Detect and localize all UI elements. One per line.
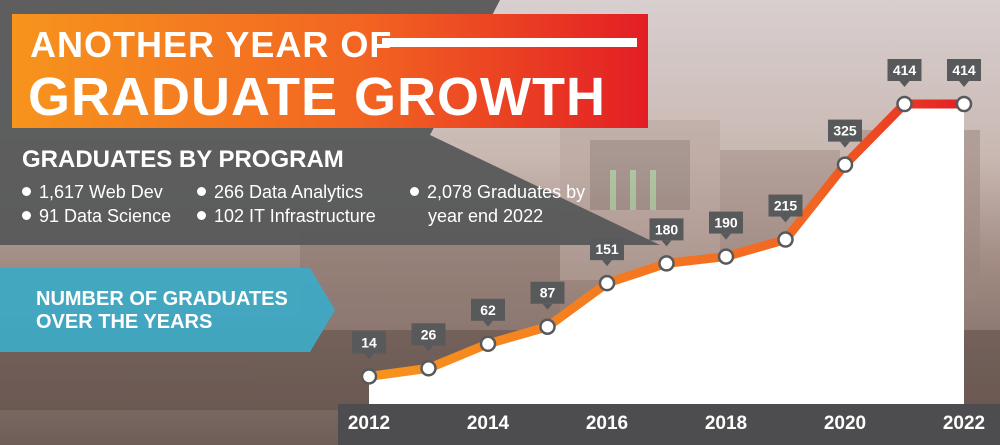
data-label-pointer <box>364 353 374 360</box>
data-label-text: 180 <box>655 221 679 237</box>
bullet-icon <box>197 210 206 220</box>
bullet-icon <box>22 210 31 220</box>
program-item: 2,078 Graduates by <box>410 182 585 203</box>
data-label-text: 26 <box>421 326 437 342</box>
data-label-pointer <box>721 233 731 240</box>
data-label-text: 190 <box>714 215 738 231</box>
program-item: 266 Data Analytics <box>197 182 363 203</box>
x-axis-ticks: 2012 2014 2016 2018 2020 2022 <box>348 413 985 434</box>
program-item: 102 IT Infrastructure <box>197 206 376 227</box>
data-label-box <box>411 323 446 346</box>
series-labels: 14 26 62 87 151 180 190 215 325 414 414 <box>352 59 981 360</box>
programs-heading: GRADUATES BY PROGRAM <box>22 146 344 173</box>
x-axis-bar <box>338 404 1000 445</box>
data-label-2020: 325 <box>828 119 862 148</box>
data-label-box <box>649 218 684 241</box>
data-label-2017: 180 <box>649 218 684 247</box>
data-label-text: 325 <box>833 123 857 139</box>
callout-arrow <box>0 268 335 352</box>
data-label-pointer <box>899 81 910 87</box>
data-label-2014: 62 <box>471 298 505 327</box>
series-points <box>360 95 973 385</box>
data-label-2013: 26 <box>411 323 446 352</box>
data-label-text: 414 <box>952 62 976 78</box>
data-label-box <box>768 194 803 217</box>
title-line-2: GRADUATE GROWTH <box>28 67 606 127</box>
data-point-2015 <box>539 318 556 335</box>
data-label-pointer <box>661 240 672 247</box>
data-point-2019 <box>777 231 794 248</box>
data-label-2018: 190 <box>709 211 743 240</box>
x-tick-2022: 2022 <box>943 413 985 434</box>
data-label-pointer <box>423 345 434 352</box>
bullet-icon <box>410 186 419 196</box>
data-label-text: 62 <box>480 302 496 318</box>
title-decoration-bar <box>382 38 637 47</box>
data-point-2021 <box>896 95 913 113</box>
x-tick-2016: 2016 <box>586 413 628 434</box>
program-item: 1,617 Web Dev <box>22 182 163 203</box>
data-point-2014 <box>479 335 497 353</box>
data-label-box <box>947 59 981 81</box>
data-label-text: 87 <box>540 285 556 301</box>
data-label-box <box>352 331 386 354</box>
data-point-2012 <box>360 368 378 385</box>
data-label-text: 14 <box>361 334 377 350</box>
x-tick-2018: 2018 <box>705 413 747 434</box>
data-label-pointer <box>959 81 969 87</box>
data-label-pointer <box>483 320 493 327</box>
data-label-pointer <box>780 216 791 223</box>
data-label-2015: 87 <box>530 281 565 310</box>
data-point-2022 <box>955 95 973 113</box>
data-point-2016 <box>598 274 616 292</box>
data-label-text: 151 <box>595 241 619 257</box>
data-label-pointer <box>840 141 850 148</box>
data-label-pointer <box>542 303 553 310</box>
data-label-2022: 414 <box>947 59 981 87</box>
data-label-box <box>887 59 922 81</box>
callout-line-2: OVER THE YEARS <box>36 311 213 333</box>
callout-line-1: NUMBER OF GRADUATES <box>36 288 288 310</box>
data-label-box <box>828 119 862 142</box>
data-label-box <box>709 211 743 234</box>
x-tick-2020: 2020 <box>824 413 866 434</box>
x-tick-2014: 2014 <box>467 413 510 434</box>
data-label-text: 414 <box>893 62 917 78</box>
data-label-2019: 215 <box>768 194 803 223</box>
data-label-text: 215 <box>774 198 798 214</box>
data-label-box <box>471 298 505 321</box>
x-tick-2012: 2012 <box>348 413 390 434</box>
data-label-2016: 151 <box>590 238 624 267</box>
data-point-2017 <box>658 255 675 272</box>
bullet-icon <box>22 186 31 196</box>
data-label-pointer <box>602 260 612 267</box>
data-label-box <box>530 281 565 304</box>
bullet-icon <box>197 186 206 196</box>
data-label-box <box>590 238 624 261</box>
data-point-2013 <box>420 360 437 377</box>
callout-label: NUMBER OF GRADUATES OVER THE YEARS <box>36 288 288 334</box>
chart-area-fill <box>369 104 964 404</box>
program-item: 91 Data Science <box>22 206 171 227</box>
data-label-2021: 414 <box>887 59 922 87</box>
data-point-2020 <box>836 156 854 173</box>
data-point-2018 <box>717 248 735 265</box>
data-label-2012: 14 <box>352 331 386 360</box>
title-line-1: ANOTHER YEAR OF <box>30 24 393 65</box>
program-item-continued: year end 2022 <box>428 206 544 226</box>
